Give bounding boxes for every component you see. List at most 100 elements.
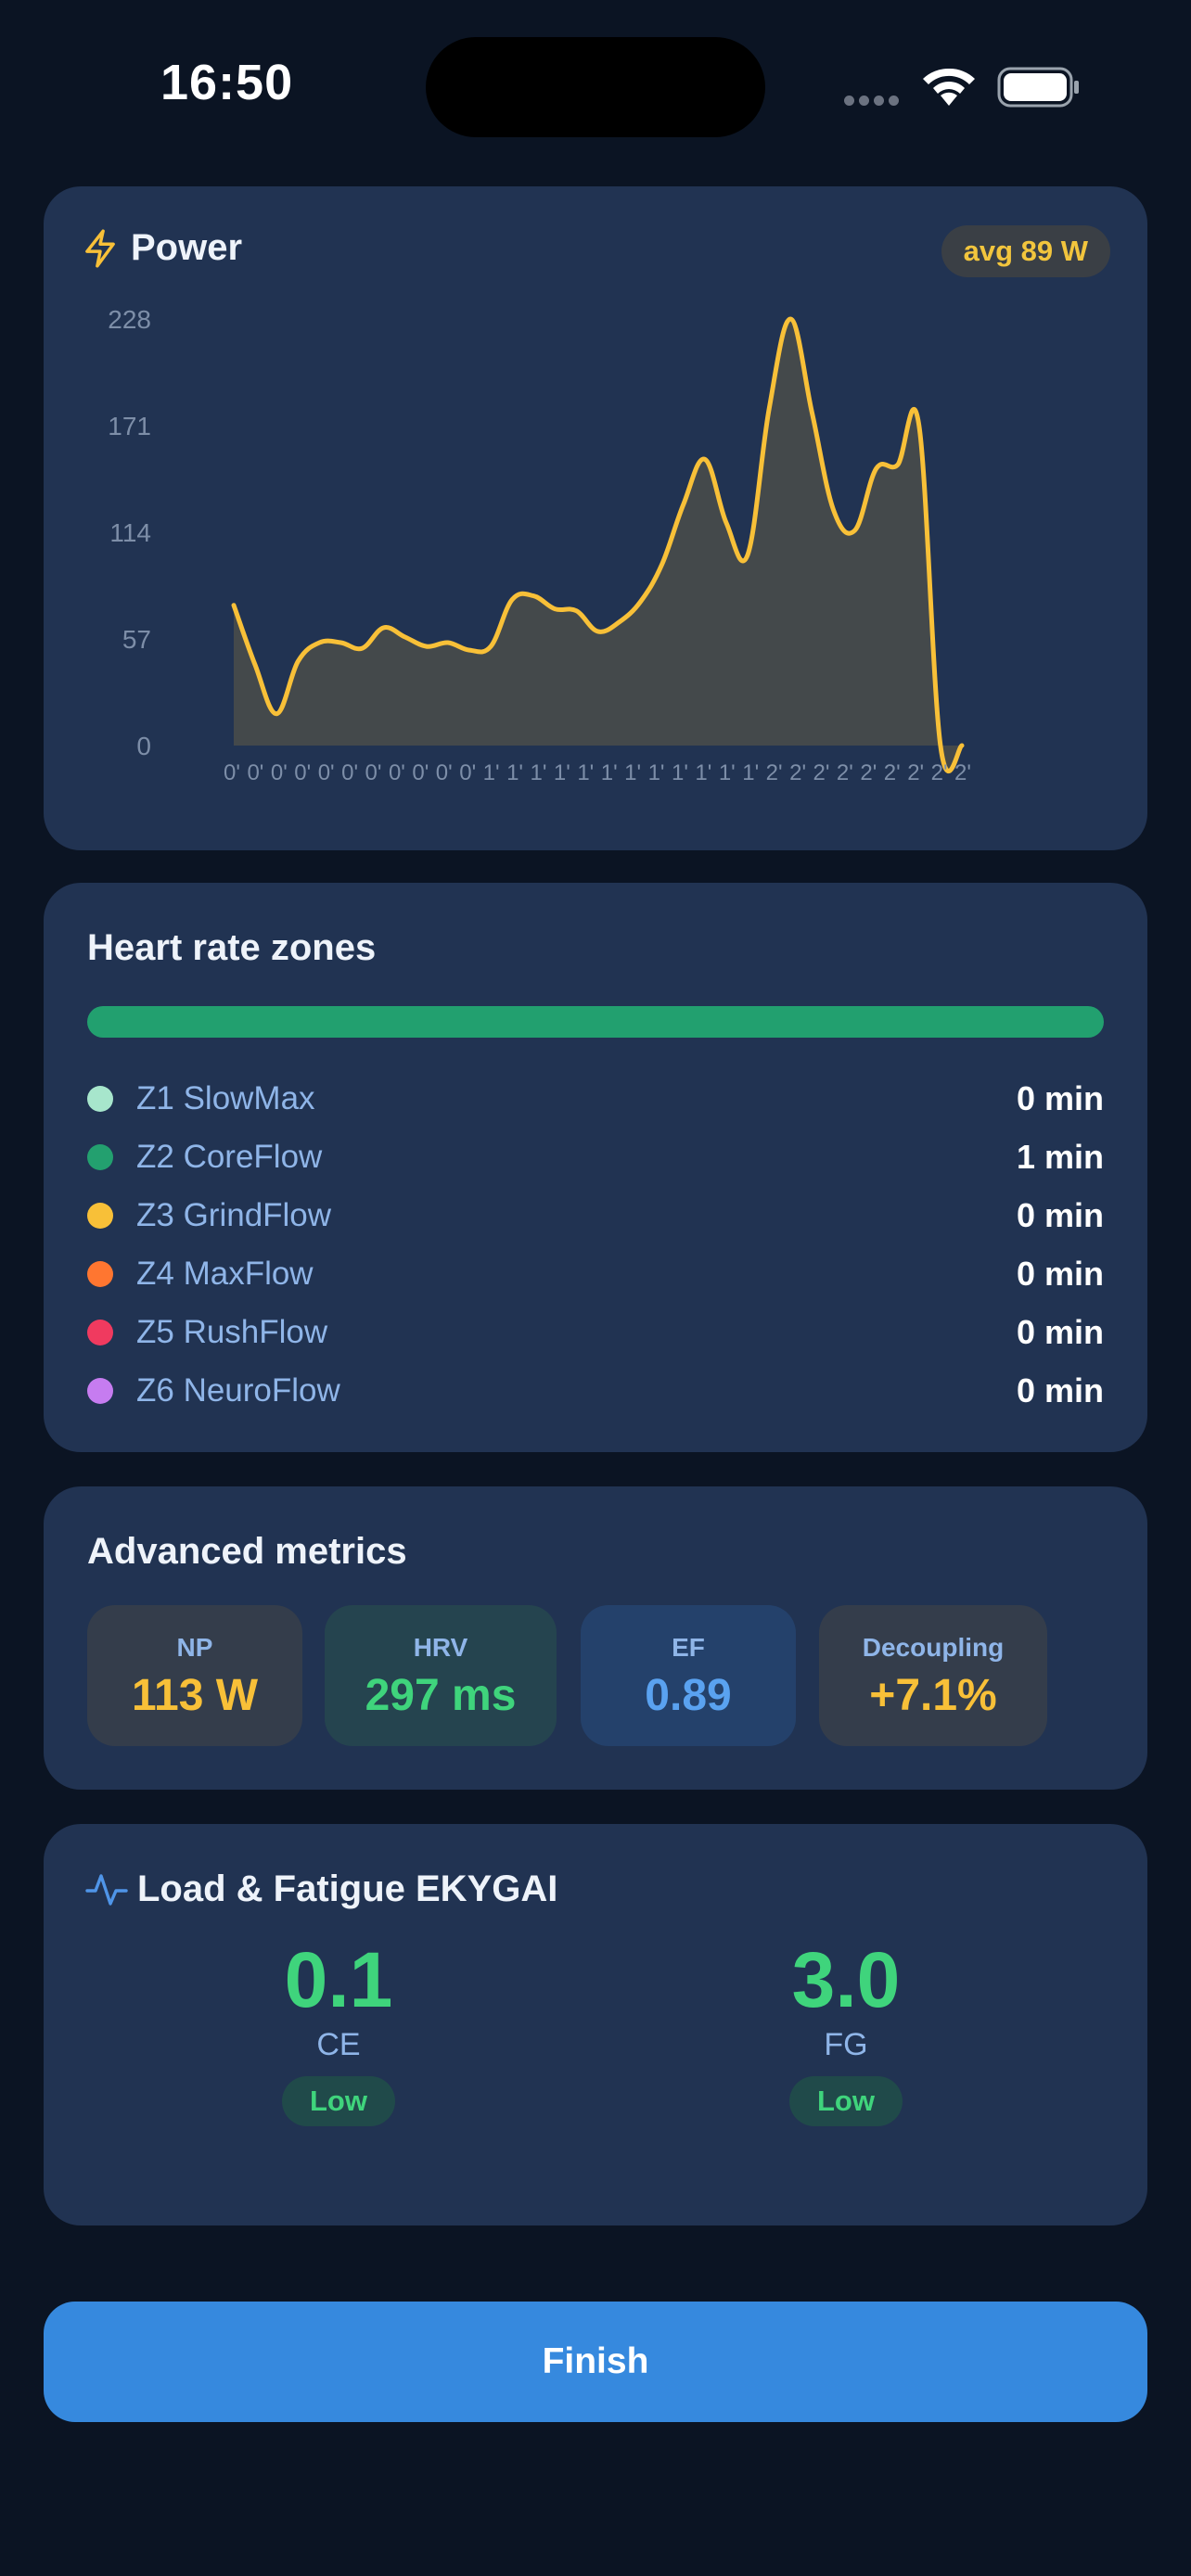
ce-value: 0.1 bbox=[284, 1936, 393, 2023]
zone-color-dot bbox=[87, 1086, 113, 1112]
x-tick-label: 1' bbox=[648, 760, 665, 785]
zone-duration: 1 min bbox=[1016, 1138, 1104, 1176]
x-tick-label: 0' bbox=[365, 760, 382, 785]
cellular-signal-icon bbox=[844, 94, 903, 110]
x-tick-label: 2' bbox=[954, 760, 971, 785]
x-tick-label: 0' bbox=[318, 760, 335, 785]
x-tick-label: 1' bbox=[554, 760, 570, 785]
metric-np: NP 113 W bbox=[87, 1605, 302, 1746]
zone-row-z3: Z3 GrindFlow 0 min bbox=[87, 1192, 1104, 1239]
power-card: 228 171 114 57 0 0' 0' 0' 0' 0' 0' 0' 0' 0' 0' 0' 1' 1' 1… bbox=[44, 186, 1147, 850]
x-tick-label: 1' bbox=[624, 760, 641, 785]
x-tick-label: 0' bbox=[412, 760, 429, 785]
x-tick-label: 0' bbox=[224, 760, 240, 785]
battery-icon bbox=[997, 67, 1079, 108]
zone-row-z4: Z4 MaxFlow 0 min bbox=[87, 1251, 1104, 1297]
zone-label: Z6 NeuroFlow bbox=[136, 1372, 340, 1409]
zone-duration: 0 min bbox=[1016, 1255, 1104, 1293]
y-tick-label: 228 bbox=[108, 305, 151, 334]
zone-color-dot bbox=[87, 1261, 113, 1287]
zone-duration: 0 min bbox=[1016, 1313, 1104, 1351]
load-fatigue-card: Load & Fatigue EKYGAI 0.1 CE Low 3.0 FG … bbox=[44, 1824, 1147, 2225]
metric-ef: EF 0.89 bbox=[581, 1605, 796, 1746]
metric-label: Decoupling bbox=[862, 1633, 1005, 1662]
activity-pulse-icon bbox=[85, 1873, 128, 1906]
x-tick-label: 1' bbox=[577, 760, 594, 785]
metric-label: NP bbox=[176, 1633, 213, 1662]
x-tick-label: 0' bbox=[389, 760, 405, 785]
x-tick-label: 0' bbox=[294, 760, 311, 785]
zone-color-dot bbox=[87, 1203, 113, 1229]
x-tick-label: 0' bbox=[271, 760, 288, 785]
load-fatigue-title: Load & Fatigue EKYGAI bbox=[137, 1868, 558, 1909]
load-fatigue-header: Load & Fatigue EKYGAI bbox=[85, 1868, 557, 1910]
zone-label: Z5 RushFlow bbox=[136, 1314, 328, 1350]
x-tick-label: 2' bbox=[837, 760, 853, 785]
power-area bbox=[234, 318, 962, 772]
power-header: Power bbox=[83, 227, 242, 269]
x-tick-label: 0' bbox=[459, 760, 476, 785]
zone-duration: 0 min bbox=[1016, 1196, 1104, 1234]
x-tick-label: 1' bbox=[719, 760, 736, 785]
metric-value: +7.1% bbox=[869, 1671, 997, 1720]
finish-button[interactable]: Finish bbox=[44, 2302, 1147, 2422]
zone-color-dot bbox=[87, 1378, 113, 1404]
ce-metric: 0.1 CE Low bbox=[199, 1935, 478, 2126]
metric-value: 0.89 bbox=[645, 1671, 732, 1720]
power-line bbox=[231, 316, 965, 774]
x-tick-label: 0' bbox=[436, 760, 453, 785]
zone-color-dot bbox=[87, 1144, 113, 1170]
zone-row-z6: Z6 NeuroFlow 0 min bbox=[87, 1368, 1104, 1414]
metric-label: HRV bbox=[413, 1633, 468, 1662]
ce-label: CE bbox=[316, 2026, 361, 2062]
heart-rate-zones-title: Heart rate zones bbox=[87, 927, 377, 968]
fg-metric: 3.0 FG Low bbox=[707, 1935, 985, 2126]
zone-duration: 0 min bbox=[1016, 1079, 1104, 1117]
zone-row-z1: Z1 SlowMax 0 min bbox=[87, 1076, 1104, 1122]
wifi-icon bbox=[923, 68, 975, 106]
advanced-metrics-card: Advanced metrics NP 113 W HRV 297 ms EF … bbox=[44, 1486, 1147, 1790]
zone-label: Z2 CoreFlow bbox=[136, 1139, 323, 1175]
fg-level-badge: Low bbox=[789, 2075, 903, 2126]
x-tick-label: 2' bbox=[884, 760, 901, 785]
x-tick-label: 1' bbox=[483, 760, 500, 785]
x-tick-label: 1' bbox=[695, 760, 711, 785]
avg-power-badge: avg 89 W bbox=[941, 225, 1110, 277]
y-tick-label: 0 bbox=[136, 732, 151, 760]
x-tick-label: 1' bbox=[672, 760, 688, 785]
dynamic-island bbox=[426, 37, 765, 137]
metric-decoupling: Decoupling +7.1% bbox=[819, 1605, 1047, 1746]
y-tick-label: 171 bbox=[108, 412, 151, 440]
zone-row-z5: Z5 RushFlow 0 min bbox=[87, 1309, 1104, 1356]
metric-hrv: HRV 297 ms bbox=[325, 1605, 557, 1746]
status-time: 16:50 bbox=[160, 55, 294, 110]
zone-color-dot bbox=[87, 1320, 113, 1345]
x-tick-label: 2' bbox=[766, 760, 783, 785]
x-tick-label: 0' bbox=[247, 760, 263, 785]
heart-rate-zones-card: Heart rate zones Z1 SlowMax 0 min Z2 Cor… bbox=[44, 883, 1147, 1452]
fg-label: FG bbox=[824, 2026, 868, 2062]
y-tick-label: 114 bbox=[109, 518, 151, 547]
lightning-icon bbox=[85, 228, 115, 268]
fg-value: 3.0 bbox=[791, 1936, 901, 2023]
x-tick-label: 2' bbox=[931, 760, 948, 785]
x-tick-label: 1' bbox=[506, 760, 523, 785]
x-tick-label: 2' bbox=[907, 760, 924, 785]
x-tick-label: 1' bbox=[742, 760, 759, 785]
x-tick-label: 2' bbox=[789, 760, 806, 785]
zone-row-z2: Z2 CoreFlow 1 min bbox=[87, 1134, 1104, 1180]
metric-label: EF bbox=[672, 1633, 705, 1662]
power-title: Power bbox=[131, 227, 243, 268]
metric-value: 113 W bbox=[131, 1671, 259, 1720]
x-tick-label: 2' bbox=[813, 760, 830, 785]
ce-level-badge: Low bbox=[282, 2075, 395, 2126]
advanced-metrics-title: Advanced metrics bbox=[87, 1531, 407, 1572]
x-tick-label: 1' bbox=[601, 760, 618, 785]
zone-label: Z1 SlowMax bbox=[136, 1080, 315, 1116]
x-tick-label: 1' bbox=[530, 760, 546, 785]
y-tick-label: 57 bbox=[122, 625, 151, 654]
metric-value: 297 ms bbox=[365, 1671, 517, 1720]
x-tick-label: 2' bbox=[860, 760, 877, 785]
